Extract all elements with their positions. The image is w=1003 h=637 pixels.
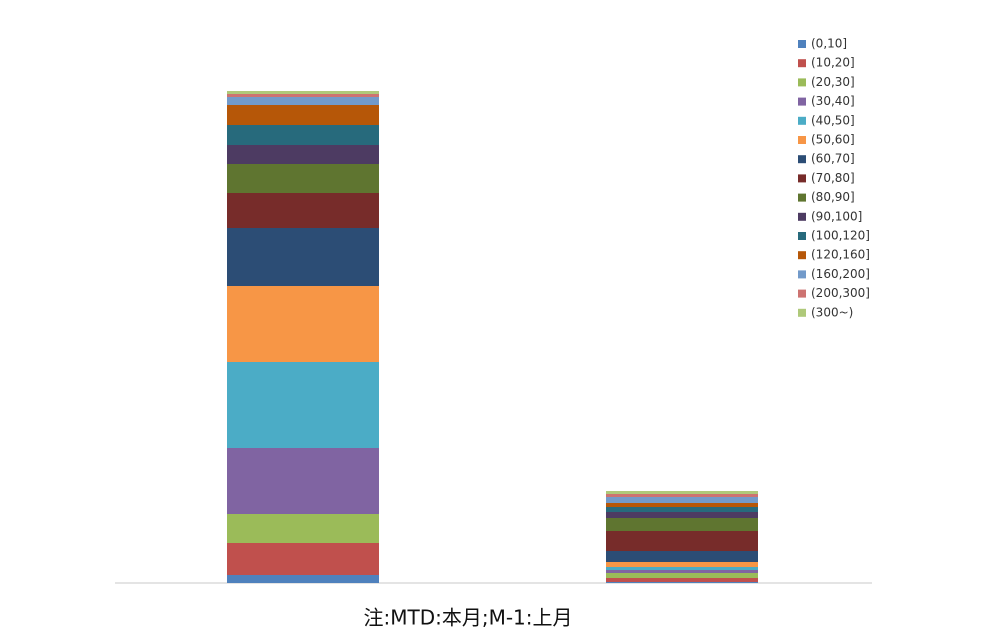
legend-label: (90,100] bbox=[811, 209, 862, 223]
bar-segment bbox=[606, 491, 758, 494]
bar-segment bbox=[606, 512, 758, 518]
bar-segment bbox=[606, 494, 758, 497]
legend-label: (30,40] bbox=[811, 94, 855, 108]
legend-label: (200,300] bbox=[811, 286, 870, 300]
legend-label: (40,50] bbox=[811, 113, 855, 127]
legend-swatch bbox=[798, 174, 806, 183]
bar-segment bbox=[227, 448, 379, 514]
legend-swatch bbox=[798, 155, 806, 164]
bar-segment bbox=[606, 518, 758, 531]
bar-segment bbox=[606, 567, 758, 570]
legend-swatch bbox=[798, 78, 806, 87]
legend-swatch bbox=[798, 193, 806, 202]
bar-segment bbox=[606, 570, 758, 573]
legend-label: (10,20] bbox=[811, 56, 855, 70]
legend-label: (50,60] bbox=[811, 133, 855, 147]
bar-segment bbox=[227, 164, 379, 193]
bar-segment bbox=[606, 497, 758, 503]
bar-segment bbox=[606, 582, 758, 583]
legend-swatch bbox=[798, 136, 806, 144]
bar-segment bbox=[606, 503, 758, 507]
legend-label: (70,80] bbox=[811, 171, 855, 185]
bar-segment bbox=[606, 578, 758, 582]
bar-segment bbox=[227, 514, 379, 543]
bar-segment bbox=[227, 105, 379, 125]
legend-swatch bbox=[798, 251, 806, 260]
bar-segment bbox=[606, 562, 758, 567]
bar-segment bbox=[606, 531, 758, 551]
legend-label: (100,120] bbox=[811, 229, 870, 243]
legend-label: (160,200] bbox=[811, 267, 870, 281]
legend-swatch bbox=[798, 97, 806, 106]
caption: 注:MTD:本月;M-1:上月 bbox=[363, 606, 572, 630]
legend-swatch bbox=[798, 59, 806, 68]
bar-segment bbox=[227, 97, 379, 105]
bar-segment bbox=[606, 507, 758, 512]
legend-label: (80,90] bbox=[811, 190, 855, 204]
bar-segment bbox=[227, 575, 379, 583]
bar-segment bbox=[606, 573, 758, 578]
bar-segment bbox=[227, 193, 379, 228]
bar-segment bbox=[227, 228, 379, 286]
legend-label: (120,160] bbox=[811, 248, 870, 262]
legend-label: (0,10] bbox=[811, 37, 847, 51]
legend-swatch bbox=[798, 212, 806, 221]
bar-segment bbox=[227, 286, 379, 362]
legend-swatch bbox=[798, 232, 806, 240]
bar-segment bbox=[227, 362, 379, 448]
legend-swatch bbox=[798, 308, 806, 317]
legend-label: (20,30] bbox=[811, 75, 855, 89]
legend-label: (60,70] bbox=[811, 152, 855, 166]
bar-segment bbox=[227, 94, 379, 97]
legend-label: (300~) bbox=[811, 305, 853, 319]
bar-segment bbox=[227, 91, 379, 94]
bar-segment bbox=[606, 551, 758, 562]
legend-swatch bbox=[798, 116, 806, 125]
legend-swatch bbox=[798, 270, 806, 279]
bar-segment bbox=[227, 543, 379, 575]
legend-swatch bbox=[798, 40, 806, 48]
bar-segment bbox=[227, 145, 379, 164]
bar-segment bbox=[227, 125, 379, 145]
legend-swatch bbox=[798, 289, 806, 298]
